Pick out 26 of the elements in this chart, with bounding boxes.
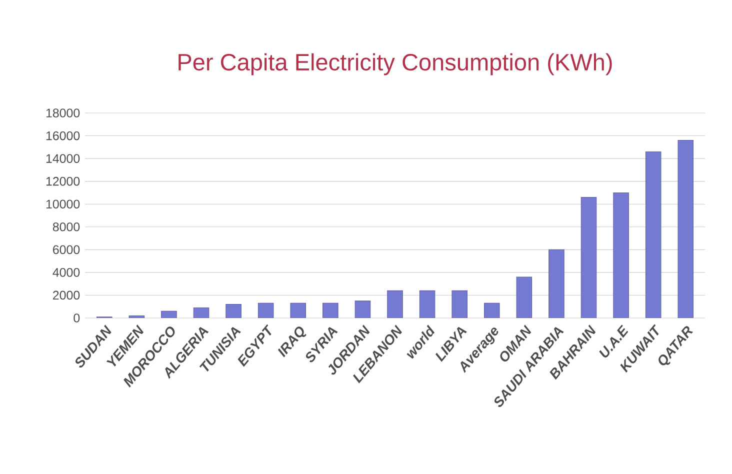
bar [387, 290, 403, 318]
y-tick-label: 10000 [46, 200, 80, 209]
y-tick-label: 14000 [46, 154, 80, 163]
y-tick-label: 0 [74, 314, 80, 322]
bar [678, 140, 694, 318]
y-tick-label: 4000 [52, 268, 80, 277]
bar [452, 290, 468, 318]
bar [516, 276, 532, 318]
bar [354, 300, 371, 318]
bar [580, 196, 597, 318]
chart-title: Per Capita Electricity Consumption (KWh) [178, 53, 612, 76]
bar [645, 151, 662, 318]
bar [258, 302, 274, 318]
bar [226, 304, 242, 318]
bar [548, 249, 564, 318]
y-tick-label: 12000 [46, 176, 80, 186]
bar [322, 302, 338, 318]
y-tick-label: 18000 [46, 108, 80, 118]
y-tick-label: 8000 [52, 222, 80, 232]
bar [484, 302, 500, 318]
y-tick-label: 16000 [46, 131, 80, 140]
bar [613, 192, 629, 318]
bar [419, 290, 436, 318]
bar [290, 302, 306, 318]
y-tick-label: 6000 [53, 245, 80, 254]
y-tick-label: 2000 [53, 290, 80, 300]
